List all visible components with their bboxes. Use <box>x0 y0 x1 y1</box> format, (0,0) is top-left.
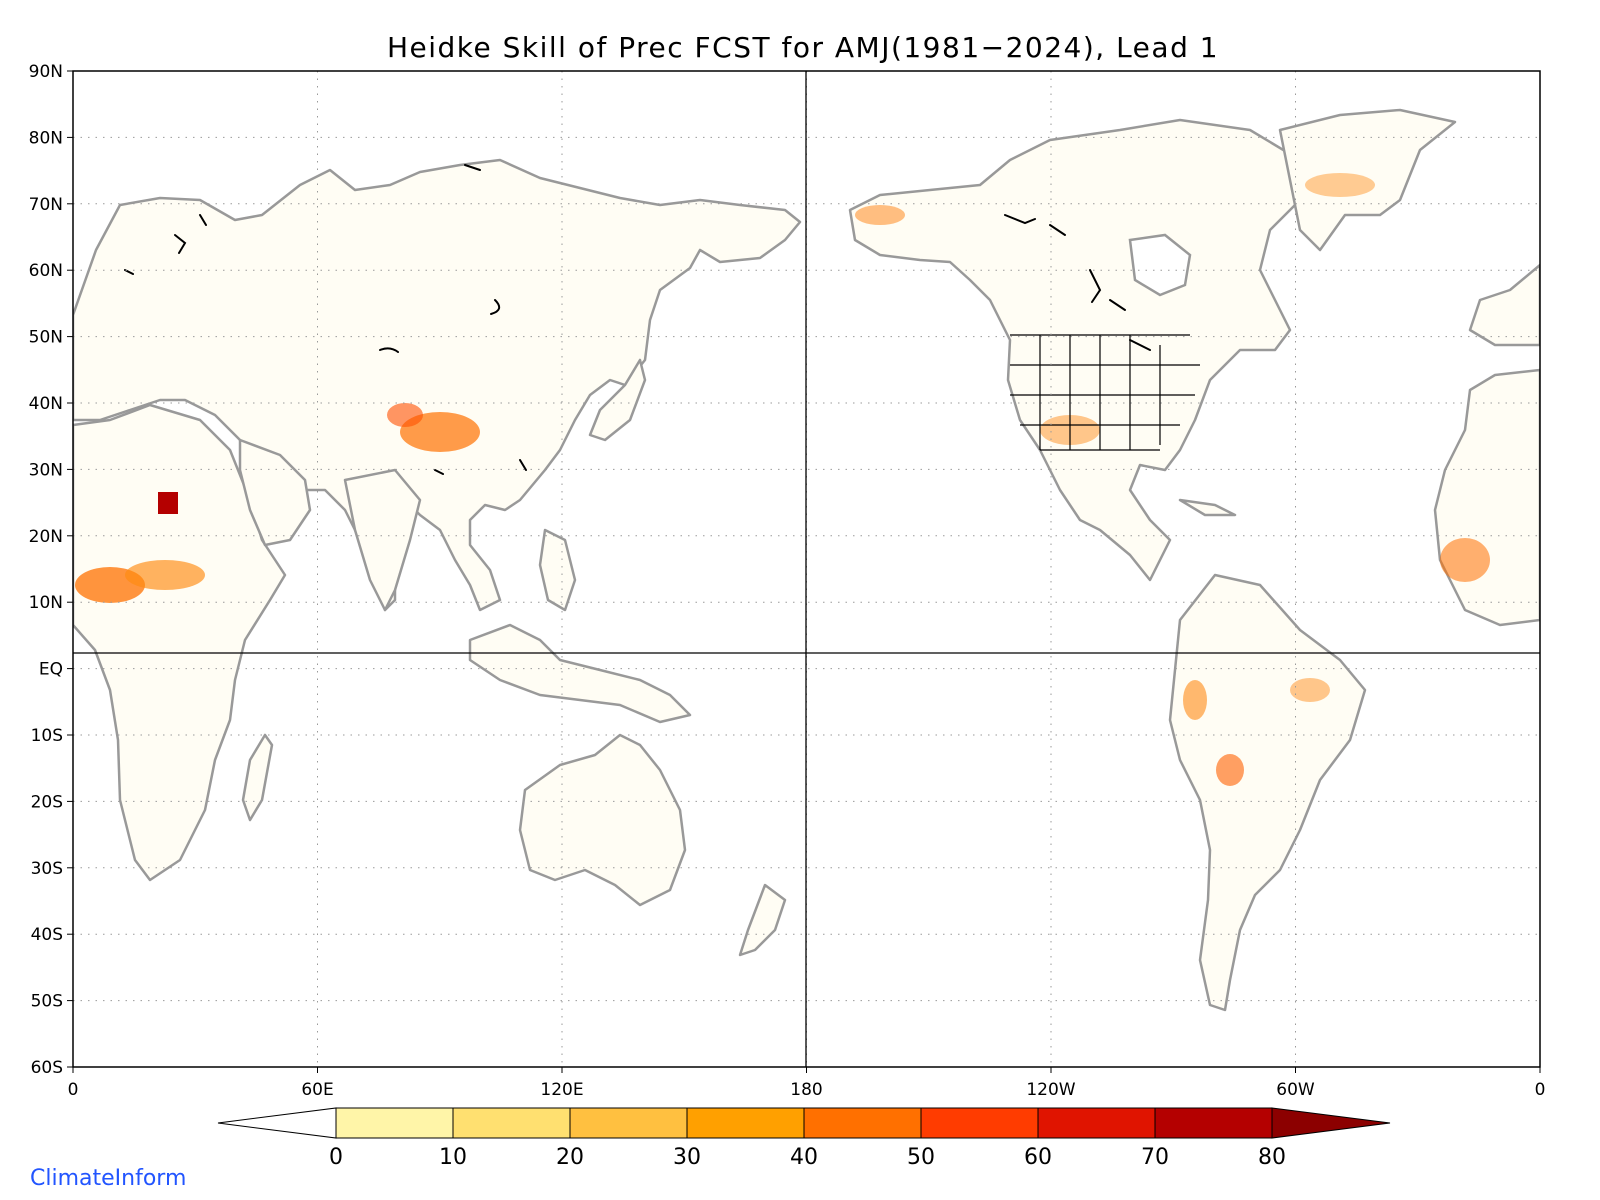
longitude-labels: 0 60E 120E 180 120W 60W 0 <box>68 1067 1546 1100</box>
colorbar-bin <box>920 1107 1039 1139</box>
lat-tick-label: 30N <box>29 460 63 480</box>
lat-tick-label: 80N <box>29 128 63 148</box>
landmass-australia <box>518 733 687 907</box>
colorbar-tick-label: 60 <box>1024 1145 1052 1170</box>
colorbar-bin <box>335 1107 454 1139</box>
landmass-india <box>343 468 422 612</box>
landmass-japan <box>588 358 647 442</box>
lat-tick-label: 30S <box>31 859 63 879</box>
credit-label: ClimateInform <box>30 1166 186 1191</box>
lat-tick-label: 20S <box>31 792 63 812</box>
latitude-labels: 90N 80N 70N 60N 50N 40N 30N 20N 10N EQ 10S 20S 30S 40… <box>29 62 73 1078</box>
us-state-outlines <box>1010 334 1200 451</box>
colorbar-tick-label: 70 <box>1141 1145 1169 1170</box>
colorbar-bin <box>569 1107 688 1139</box>
landmass-indonesia <box>468 623 692 724</box>
colorbar-bin <box>803 1107 922 1139</box>
lat-tick-label: 60N <box>29 261 63 281</box>
colorbar-bin <box>1154 1107 1273 1139</box>
colorbar-bin <box>452 1107 571 1139</box>
landmass-new-zealand <box>738 883 787 957</box>
lakes <box>124 164 1151 475</box>
land-masses <box>73 108 1540 1012</box>
colorbar-bin <box>686 1107 805 1139</box>
lat-tick-label: 40N <box>29 394 63 414</box>
chart-title: Heidke Skill of Prec FCST for AMJ(1981−2… <box>387 31 1219 64</box>
lat-tick-label: 60S <box>31 1058 63 1078</box>
colorbar-over-triangle <box>1271 1107 1391 1139</box>
landmass-cuba <box>1178 498 1237 517</box>
colorbar-tick-label: 0 <box>329 1145 343 1170</box>
colorbar-tick-label: 20 <box>556 1145 584 1170</box>
landmass-madagascar <box>241 733 274 822</box>
lon-tick-label: 120E <box>540 1080 583 1100</box>
high-skill-patches <box>75 173 1490 786</box>
colorbar-under-triangle <box>217 1107 337 1139</box>
lon-tick-label: 0 <box>1535 1080 1546 1100</box>
lon-tick-label: 120W <box>1026 1080 1075 1100</box>
colorbar-tick-label: 50 <box>907 1145 935 1170</box>
lat-tick-label: 10N <box>29 593 63 613</box>
landmass-europe-east-edge <box>1468 263 1540 347</box>
lat-tick-label: 90N <box>29 62 63 82</box>
lat-tick-label: 20N <box>29 527 63 547</box>
lon-tick-label: 60W <box>1276 1080 1315 1100</box>
colorbar-tick-label: 30 <box>673 1145 701 1170</box>
landmass-eurasia <box>73 158 802 612</box>
lat-tick-label: 10S <box>31 726 63 746</box>
lat-tick-label: 50N <box>29 328 63 348</box>
hudson-bay <box>1128 233 1192 297</box>
colorbar-tick-label: 80 <box>1258 1145 1286 1170</box>
landmass-philippines <box>538 528 577 612</box>
lat-tick-label: 40S <box>31 925 63 945</box>
lat-tick-label: EQ <box>39 660 63 680</box>
landmass-arabia <box>238 438 312 547</box>
lat-tick-label: 70N <box>29 195 63 215</box>
colorbar-bin <box>1037 1107 1156 1139</box>
colorbar-tick-label: 10 <box>439 1145 467 1170</box>
lat-tick-label: 50S <box>31 992 63 1012</box>
landmass-north-america <box>848 118 1302 582</box>
lon-tick-label: 180 <box>790 1080 822 1100</box>
colorbar: 0 10 20 30 40 50 60 70 80 <box>217 1107 1391 1170</box>
landmass-africa <box>73 403 287 882</box>
colorbar-tick-label: 40 <box>790 1145 818 1170</box>
lon-tick-label: 0 <box>68 1080 79 1100</box>
lon-tick-label: 60E <box>301 1080 333 1100</box>
